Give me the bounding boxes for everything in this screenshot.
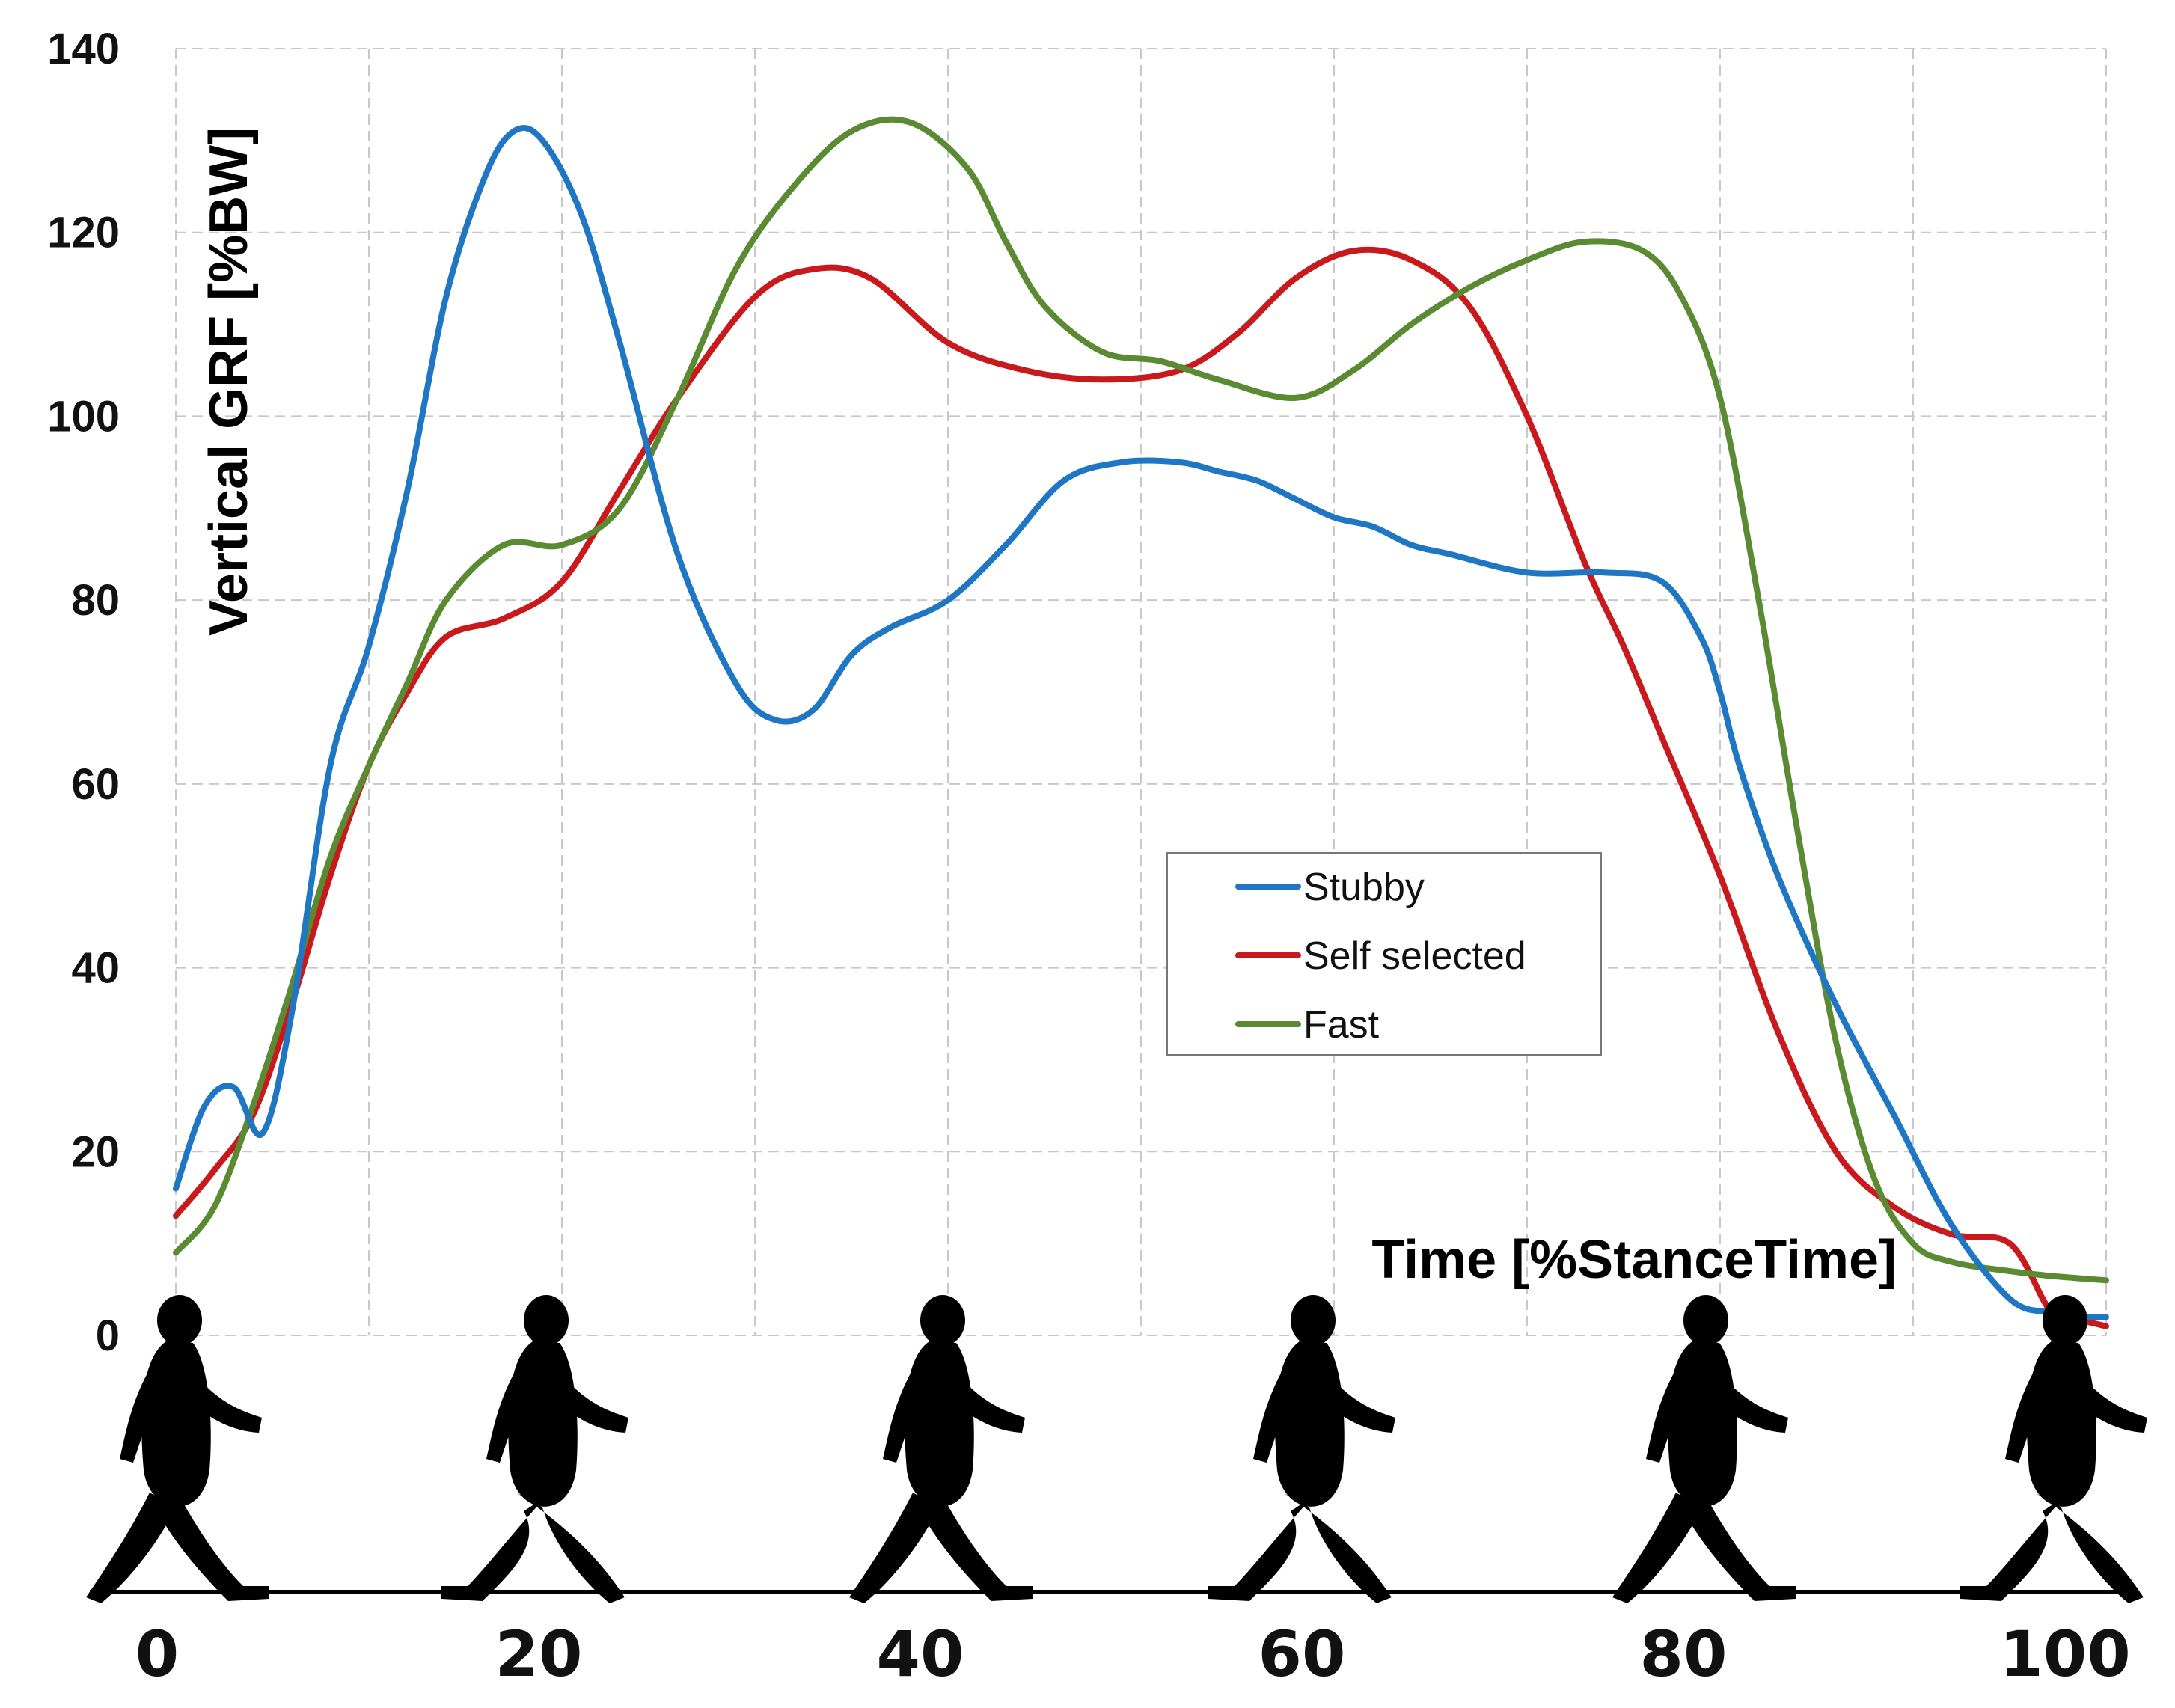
legend-label: Stubby bbox=[1303, 866, 1425, 909]
x-axis-ticks: 0 20 40 60 80 100 bbox=[135, 1617, 2131, 1691]
gridlines bbox=[175, 48, 2107, 1336]
legend: Stubby Self selected Fast bbox=[1166, 852, 1602, 1056]
y-axis-ticks: 0 20 40 60 80 100 120 140 bbox=[47, 25, 120, 1360]
y-tick-label: 140 bbox=[47, 25, 120, 73]
x-tick-label: 60 bbox=[1258, 1617, 1346, 1691]
x-tick-label: 0 bbox=[135, 1617, 179, 1691]
y-tick-label: 20 bbox=[71, 1127, 120, 1176]
x-tick-label: 100 bbox=[1999, 1617, 2130, 1691]
walking-person-icon bbox=[1612, 1295, 1796, 1603]
series-line-self-selected bbox=[173, 246, 2109, 1329]
y-tick-label: 80 bbox=[71, 576, 120, 625]
series-line-fast bbox=[173, 116, 2109, 1284]
legend-label: Fast bbox=[1303, 1003, 1380, 1047]
x-tick-label: 40 bbox=[877, 1617, 964, 1691]
series-line-stubby bbox=[173, 125, 2109, 1320]
y-tick-label: 60 bbox=[71, 760, 120, 809]
y-tick-label: 40 bbox=[71, 944, 120, 993]
series-layer bbox=[173, 116, 2109, 1329]
y-tick-label: 0 bbox=[96, 1311, 120, 1360]
x-axis-label: Time [%StanceTime] bbox=[1371, 1230, 1897, 1290]
walking-person-icon bbox=[849, 1295, 1033, 1603]
legend-label: Self selected bbox=[1303, 934, 1526, 978]
walking-person-icon bbox=[86, 1295, 269, 1603]
walking-silhouettes bbox=[86, 1295, 2147, 1603]
walking-person-icon bbox=[1208, 1295, 1395, 1603]
x-tick-label: 80 bbox=[1640, 1617, 1728, 1691]
walking-person-icon bbox=[1960, 1295, 2147, 1603]
y-tick-label: 120 bbox=[47, 209, 120, 257]
x-tick-label: 20 bbox=[495, 1617, 583, 1691]
y-tick-label: 100 bbox=[47, 392, 120, 441]
walking-person-icon bbox=[441, 1295, 628, 1603]
y-axis-label: Vertical GRF [%BW] bbox=[199, 127, 259, 636]
